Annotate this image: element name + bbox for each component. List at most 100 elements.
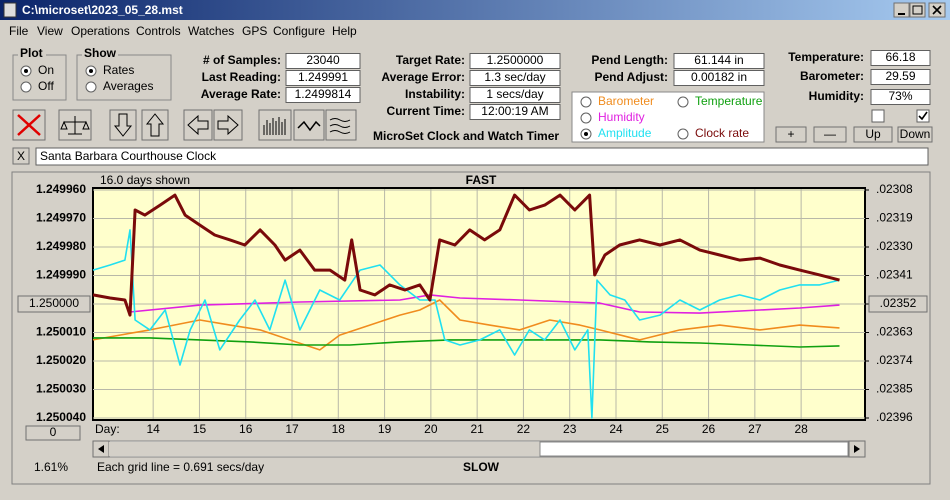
y2-tick-label: .02308 [876,182,913,196]
scroll-track [109,442,540,456]
field-box[interactable] [870,50,931,66]
radio-button[interactable] [580,96,592,108]
radio-button[interactable] [677,128,689,140]
menu-item[interactable]: GPS [242,24,267,38]
field-box[interactable] [870,69,931,85]
field-value: 66.18 [885,50,915,64]
legend-label[interactable]: Humidity [598,110,645,124]
bottom-label: SLOW [463,460,500,474]
chart-title: FAST [466,173,497,187]
menu-item[interactable]: Operations [71,24,130,38]
clear-name-label: X [17,149,25,163]
menu-bar: File View Operations Controls Watches GPS Conf… [9,24,357,38]
checkbox[interactable] [916,109,930,123]
y2-tick-button[interactable] [868,295,928,313]
menu-item[interactable]: File [9,24,29,38]
y-tick-label: 1.249960 [36,182,86,196]
radio-button[interactable] [20,81,32,93]
field-label: Current Time: [387,104,465,118]
field-box[interactable] [469,87,561,103]
bars-icon [263,117,286,135]
y-tick-button[interactable] [17,295,91,313]
radio-button[interactable] [85,81,97,93]
legend-label[interactable]: Amplitude [598,126,652,140]
control-button-label: — [824,127,836,141]
field-label: Target Rate: [396,53,465,67]
menu-item[interactable]: Watches [188,24,234,38]
control-button-label: + [787,127,794,141]
wave-icon [297,120,321,132]
legend-label[interactable]: Temperature [695,94,763,108]
x-axis-label: Day: [95,422,120,436]
maximize-glyph [912,5,923,15]
x-tick-label: 21 [470,422,484,436]
legend-label[interactable]: Barometer [598,94,654,108]
field-value: 29.59 [885,69,915,83]
series-line [92,193,840,317]
field-box[interactable] [673,70,765,86]
x-tick-label: 26 [702,422,716,436]
field-box[interactable] [673,53,765,69]
grid-note: Each grid line = 0.691 secs/day [97,460,264,474]
field-label: Barometer: [800,69,864,83]
field-box[interactable] [469,53,561,69]
legend-label[interactable]: Clock rate [695,126,749,140]
y-tick-label: 1.250040 [36,410,86,424]
radio-button[interactable] [677,96,689,108]
down-button[interactable] [109,109,137,141]
control-button[interactable] [853,126,893,143]
y2-tick-label: .02341 [876,268,913,282]
stop-icon [17,114,41,136]
legend-box [571,91,765,143]
maximize-button[interactable] [909,2,926,18]
waves-button[interactable] [325,109,357,141]
group-label-bg [82,48,118,60]
field-label: Temperature: [788,50,864,64]
show-option: Averages [103,79,153,93]
scroll-thumb[interactable] [539,441,849,457]
control-button[interactable] [813,126,847,143]
zero-button[interactable] [25,425,81,441]
y2-tick-label: .02374 [876,353,913,367]
field-label: Pend Adjust: [594,70,668,84]
y-tick-label: 1.250030 [36,382,86,396]
minimize-button[interactable] [893,2,910,18]
x-tick-label: 27 [748,422,762,436]
radio-button[interactable] [580,112,592,124]
clock-name-field[interactable] [35,147,929,166]
y-tick-label: 1.250010 [36,325,86,339]
plot-group-title: Plot [20,46,43,60]
field-value: 73% [888,89,912,103]
menu-item[interactable]: View [37,24,63,38]
y2-tick-label: .02363 [876,325,913,339]
checkbox[interactable] [871,109,885,123]
field-label: Average Rate: [201,87,281,101]
radio-dot [584,132,588,136]
y-tick-label: 1.249980 [36,239,86,253]
zero-button-label: 0 [50,425,57,439]
scroll-right-glyph [854,445,860,453]
menu-item[interactable]: Configure [273,24,325,38]
clear-name-button[interactable] [12,147,30,165]
field-box[interactable] [469,104,561,120]
x-tick-label: 20 [424,422,438,436]
field-box[interactable] [469,70,561,86]
app-icon [3,2,17,18]
menu-item[interactable]: Help [332,24,357,38]
field-box[interactable] [870,89,931,105]
group-label-bg [18,48,46,60]
scroll-left-glyph [98,445,104,453]
control-button[interactable] [775,126,807,143]
right-icon [217,114,239,136]
chart: 1.249960 1.249970 1.249980 1.249990 1.250000… [17,182,928,436]
field-box[interactable] [285,70,361,86]
menu-item[interactable]: Controls [136,24,181,38]
field-label: Last Reading: [202,70,281,84]
field-box[interactable] [285,87,361,103]
control-button[interactable] [897,126,933,143]
check-mark [918,111,928,121]
y-tick-label: 1.249990 [36,268,86,282]
up-button[interactable] [141,109,169,141]
plot-option: On [38,63,54,77]
field-box[interactable] [285,53,361,69]
